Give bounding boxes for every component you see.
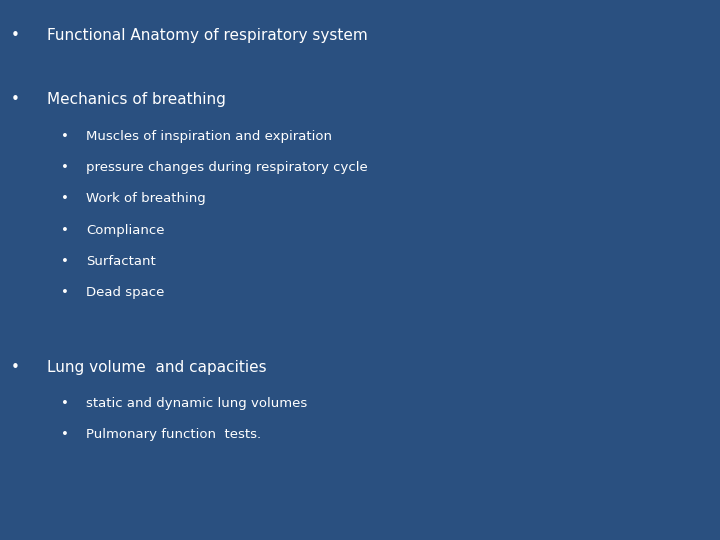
- Text: •: •: [11, 92, 19, 107]
- Text: •: •: [61, 286, 69, 299]
- Text: static and dynamic lung volumes: static and dynamic lung volumes: [86, 397, 307, 410]
- Text: •: •: [11, 360, 19, 375]
- Text: •: •: [11, 28, 19, 43]
- Text: •: •: [61, 397, 69, 410]
- Text: •: •: [61, 428, 69, 441]
- Text: Functional Anatomy of respiratory system: Functional Anatomy of respiratory system: [47, 28, 367, 43]
- Text: Lung volume  and capacities: Lung volume and capacities: [47, 360, 266, 375]
- Text: •: •: [61, 161, 69, 174]
- Text: Muscles of inspiration and expiration: Muscles of inspiration and expiration: [86, 130, 333, 143]
- Text: •: •: [61, 130, 69, 143]
- Text: •: •: [61, 224, 69, 237]
- Text: Mechanics of breathing: Mechanics of breathing: [47, 92, 225, 107]
- Text: Compliance: Compliance: [86, 224, 165, 237]
- Text: pressure changes during respiratory cycle: pressure changes during respiratory cycl…: [86, 161, 368, 174]
- Text: Work of breathing: Work of breathing: [86, 192, 206, 205]
- Text: •: •: [61, 192, 69, 205]
- Text: •: •: [61, 255, 69, 268]
- Text: Surfactant: Surfactant: [86, 255, 156, 268]
- Text: Dead space: Dead space: [86, 286, 165, 299]
- Text: Pulmonary function  tests.: Pulmonary function tests.: [86, 428, 261, 441]
